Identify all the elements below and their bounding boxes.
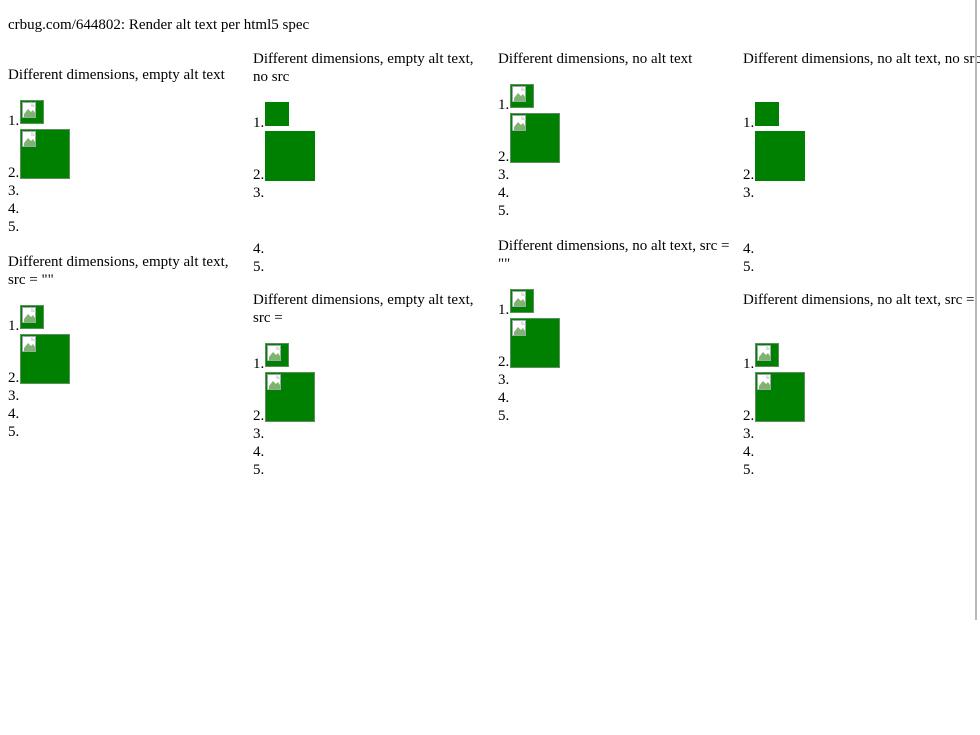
list-item: 2. [498, 149, 510, 165]
list-item: 3. [743, 185, 755, 201]
small-image [20, 305, 44, 329]
list-item: 1. [498, 302, 510, 318]
broken-image-icon [22, 102, 36, 118]
list-item: 5. [8, 219, 20, 235]
large-image [755, 131, 805, 181]
list-item: 1. [498, 97, 510, 113]
list-item: 5. [253, 259, 265, 275]
broken-image-icon [267, 345, 281, 361]
list-item: 4. [743, 444, 755, 460]
list-item: 1. [743, 115, 755, 131]
small-image [20, 100, 44, 124]
list-item: 4. [498, 185, 510, 201]
list-item: 2. [743, 408, 755, 424]
list-item: 3. [8, 183, 20, 199]
list-item: 2. [253, 408, 265, 424]
section-empty-alt: Different dimensions, empty alt text 1. … [8, 66, 246, 236]
list-item: 5. [743, 259, 755, 275]
broken-image-icon [512, 86, 526, 102]
section-no-alt-src-empty: Different dimensions, no alt text, src =… [743, 291, 980, 479]
broken-image-icon [512, 291, 526, 307]
section-title: Different dimensions, empty alt text [8, 67, 225, 83]
broken-image-icon [267, 374, 281, 390]
broken-image-icon [22, 131, 36, 147]
section-empty-alt-src-quoted: Different dimensions, empty alt text, sr… [8, 253, 246, 441]
section-title: Different dimensions, no alt text, no sr… [743, 51, 980, 67]
list-item: 3. [253, 185, 265, 201]
list-item: 1. [253, 356, 265, 372]
list-item: 3. [498, 167, 510, 183]
list-item: 3. [743, 426, 755, 442]
list-item: 5. [8, 424, 20, 440]
list-item: 5. [498, 203, 510, 219]
large-image [510, 318, 560, 368]
broken-image-icon [22, 336, 36, 352]
list-item: 5. [743, 462, 755, 478]
large-image [510, 113, 560, 163]
section-no-alt-src-quoted: Different dimensions, no alt text, src =… [498, 237, 736, 425]
section-title: Different dimensions, empty alt text, sr… [253, 292, 474, 326]
small-image [755, 102, 779, 126]
section-title: Different dimensions, empty alt text, no… [253, 51, 474, 85]
section-title: Different dimensions, no alt text, src = [743, 292, 975, 308]
list-item: 1. [743, 356, 755, 372]
list-item: 2. [8, 165, 20, 181]
list-item: 5. [498, 408, 510, 424]
small-image [510, 289, 534, 313]
page-header: crbug.com/644802: Render alt text per ht… [8, 17, 310, 33]
list-item: 4. [253, 241, 265, 257]
list-item: 5. [253, 462, 265, 478]
small-image [265, 343, 289, 367]
section-no-alt: Different dimensions, no alt text 1. 2. … [498, 50, 736, 220]
broken-image-icon [512, 115, 526, 131]
list-item: 4. [498, 390, 510, 406]
section-empty-alt-src-empty: Different dimensions, empty alt text, sr… [253, 291, 491, 479]
list-item: 1. [8, 318, 20, 334]
large-image [265, 372, 315, 422]
broken-image-icon [757, 345, 771, 361]
small-image [265, 102, 289, 126]
list-item: 1. [253, 115, 265, 131]
small-image [510, 84, 534, 108]
list-item: 4. [743, 241, 755, 257]
small-image [755, 343, 779, 367]
list-item: 1. [8, 113, 20, 129]
section-title: Different dimensions, no alt text [498, 51, 693, 67]
broken-image-icon [757, 374, 771, 390]
section-title: Different dimensions, no alt text, src =… [498, 238, 730, 272]
large-image [755, 372, 805, 422]
vertical-scrollbar[interactable] [975, 0, 977, 620]
section-no-alt-no-src: Different dimensions, no alt text, no sr… [743, 50, 980, 275]
list-item: 3. [498, 372, 510, 388]
list-item: 3. [253, 426, 265, 442]
large-image [20, 129, 70, 179]
list-item: 3. [8, 388, 20, 404]
broken-image-icon [22, 307, 36, 323]
list-item: 4. [253, 444, 265, 460]
list-item: 4. [8, 406, 20, 422]
large-image [265, 131, 315, 181]
list-item: 2. [8, 370, 20, 386]
large-image [20, 334, 70, 384]
section-title: Different dimensions, empty alt text, sr… [8, 254, 229, 288]
list-item: 4. [8, 201, 20, 217]
list-item: 2. [743, 167, 755, 183]
list-item: 2. [253, 167, 265, 183]
list-item: 2. [498, 354, 510, 370]
section-empty-alt-no-src: Different dimensions, empty alt text, no… [253, 50, 491, 275]
broken-image-icon [512, 320, 526, 336]
